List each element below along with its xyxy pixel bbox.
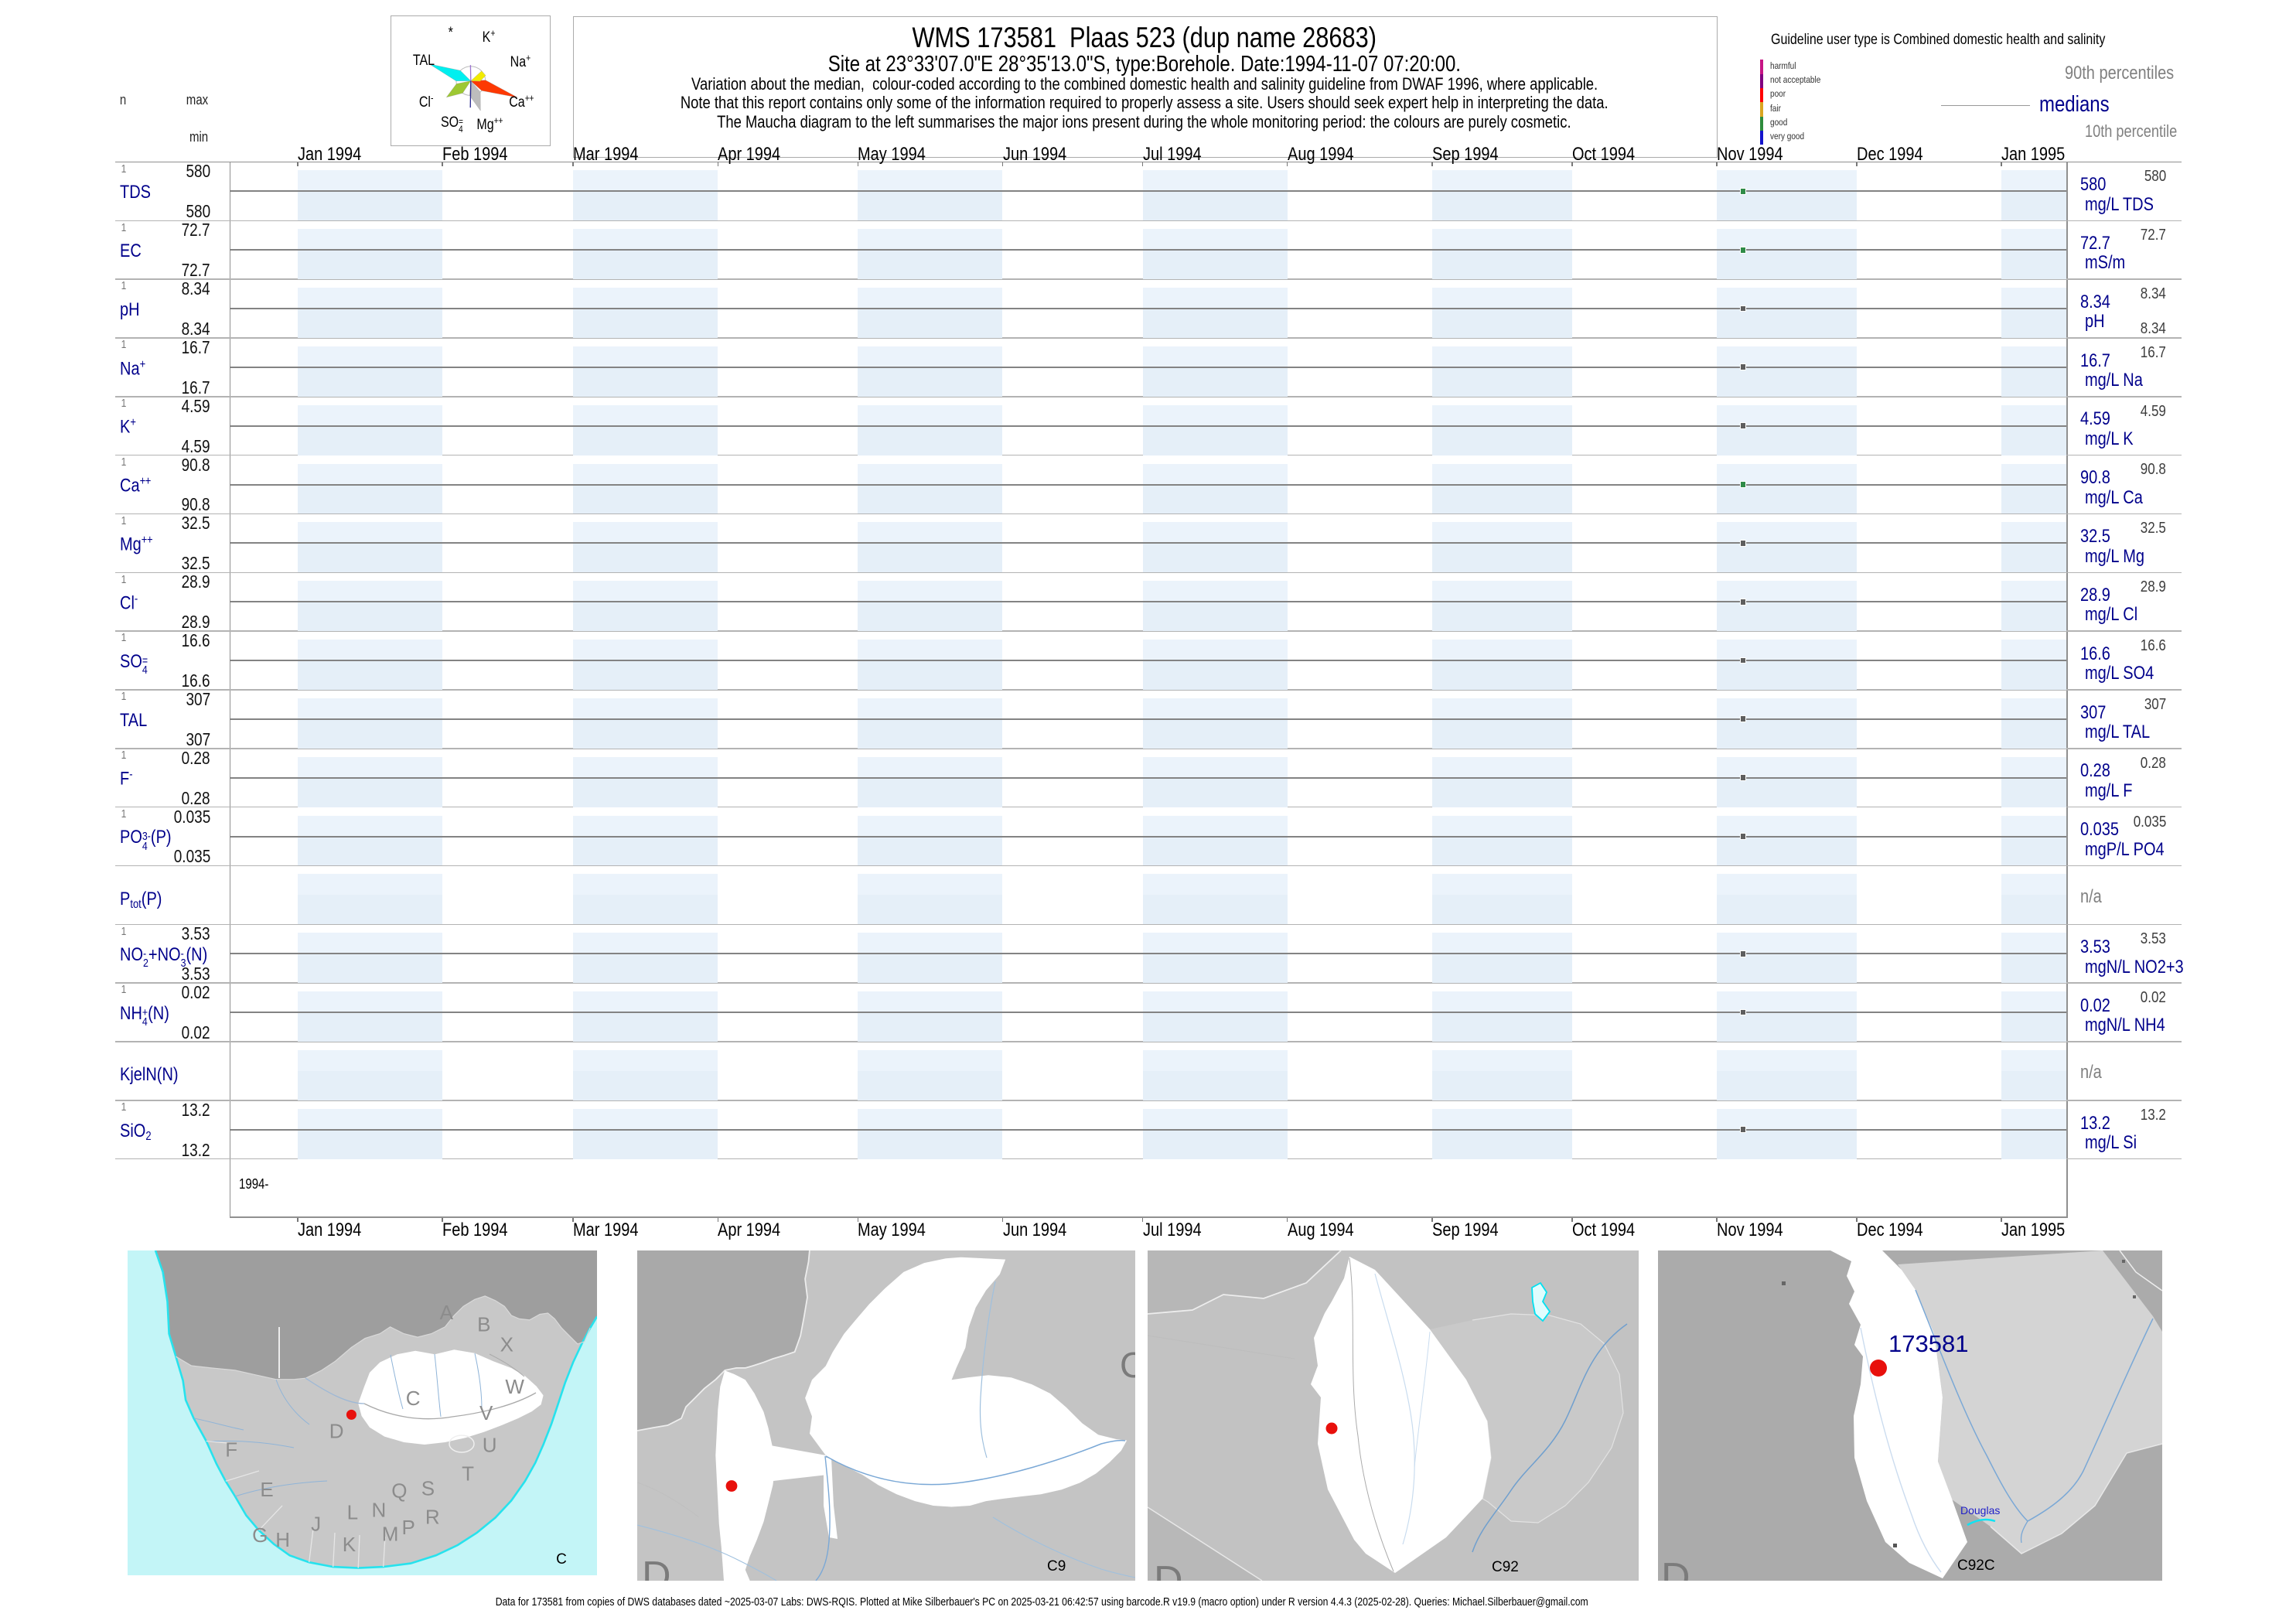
svg-text:K: K — [343, 1533, 357, 1556]
svg-text:F: F — [225, 1438, 237, 1461]
svg-text:H: H — [275, 1528, 290, 1551]
svg-text:W: W — [505, 1375, 524, 1398]
svg-text:C: C — [1120, 1345, 1135, 1385]
svg-text:173581: 173581 — [1888, 1330, 1968, 1357]
svg-text:V: V — [479, 1401, 493, 1424]
svg-text:D: D — [1154, 1558, 1183, 1581]
svg-text:E: E — [260, 1478, 273, 1501]
svg-text:N: N — [372, 1498, 387, 1521]
svg-text:C: C — [406, 1386, 421, 1409]
svg-text:J: J — [311, 1512, 321, 1535]
svg-text:C: C — [556, 1551, 567, 1568]
svg-text:P: P — [402, 1515, 415, 1538]
svg-text:Douglas: Douglas — [1960, 1504, 2000, 1517]
svg-text:L: L — [347, 1500, 358, 1523]
svg-text:C9: C9 — [1047, 1558, 1066, 1575]
svg-text:U: U — [483, 1433, 497, 1456]
svg-text:C92C: C92C — [1957, 1557, 1995, 1574]
svg-text:S: S — [421, 1476, 435, 1499]
svg-text:B: B — [477, 1312, 490, 1336]
svg-text:D: D — [642, 1554, 671, 1581]
svg-text:Q: Q — [391, 1479, 407, 1502]
svg-text:M: M — [382, 1522, 399, 1545]
svg-text:C92: C92 — [1492, 1559, 1519, 1575]
svg-text:T: T — [462, 1462, 474, 1485]
svg-text:G: G — [252, 1523, 268, 1547]
svg-text:D: D — [329, 1419, 344, 1442]
svg-text:D: D — [1661, 1555, 1690, 1581]
svg-text:X: X — [500, 1332, 513, 1356]
svg-text:R: R — [425, 1505, 440, 1528]
svg-text:A: A — [440, 1301, 454, 1324]
